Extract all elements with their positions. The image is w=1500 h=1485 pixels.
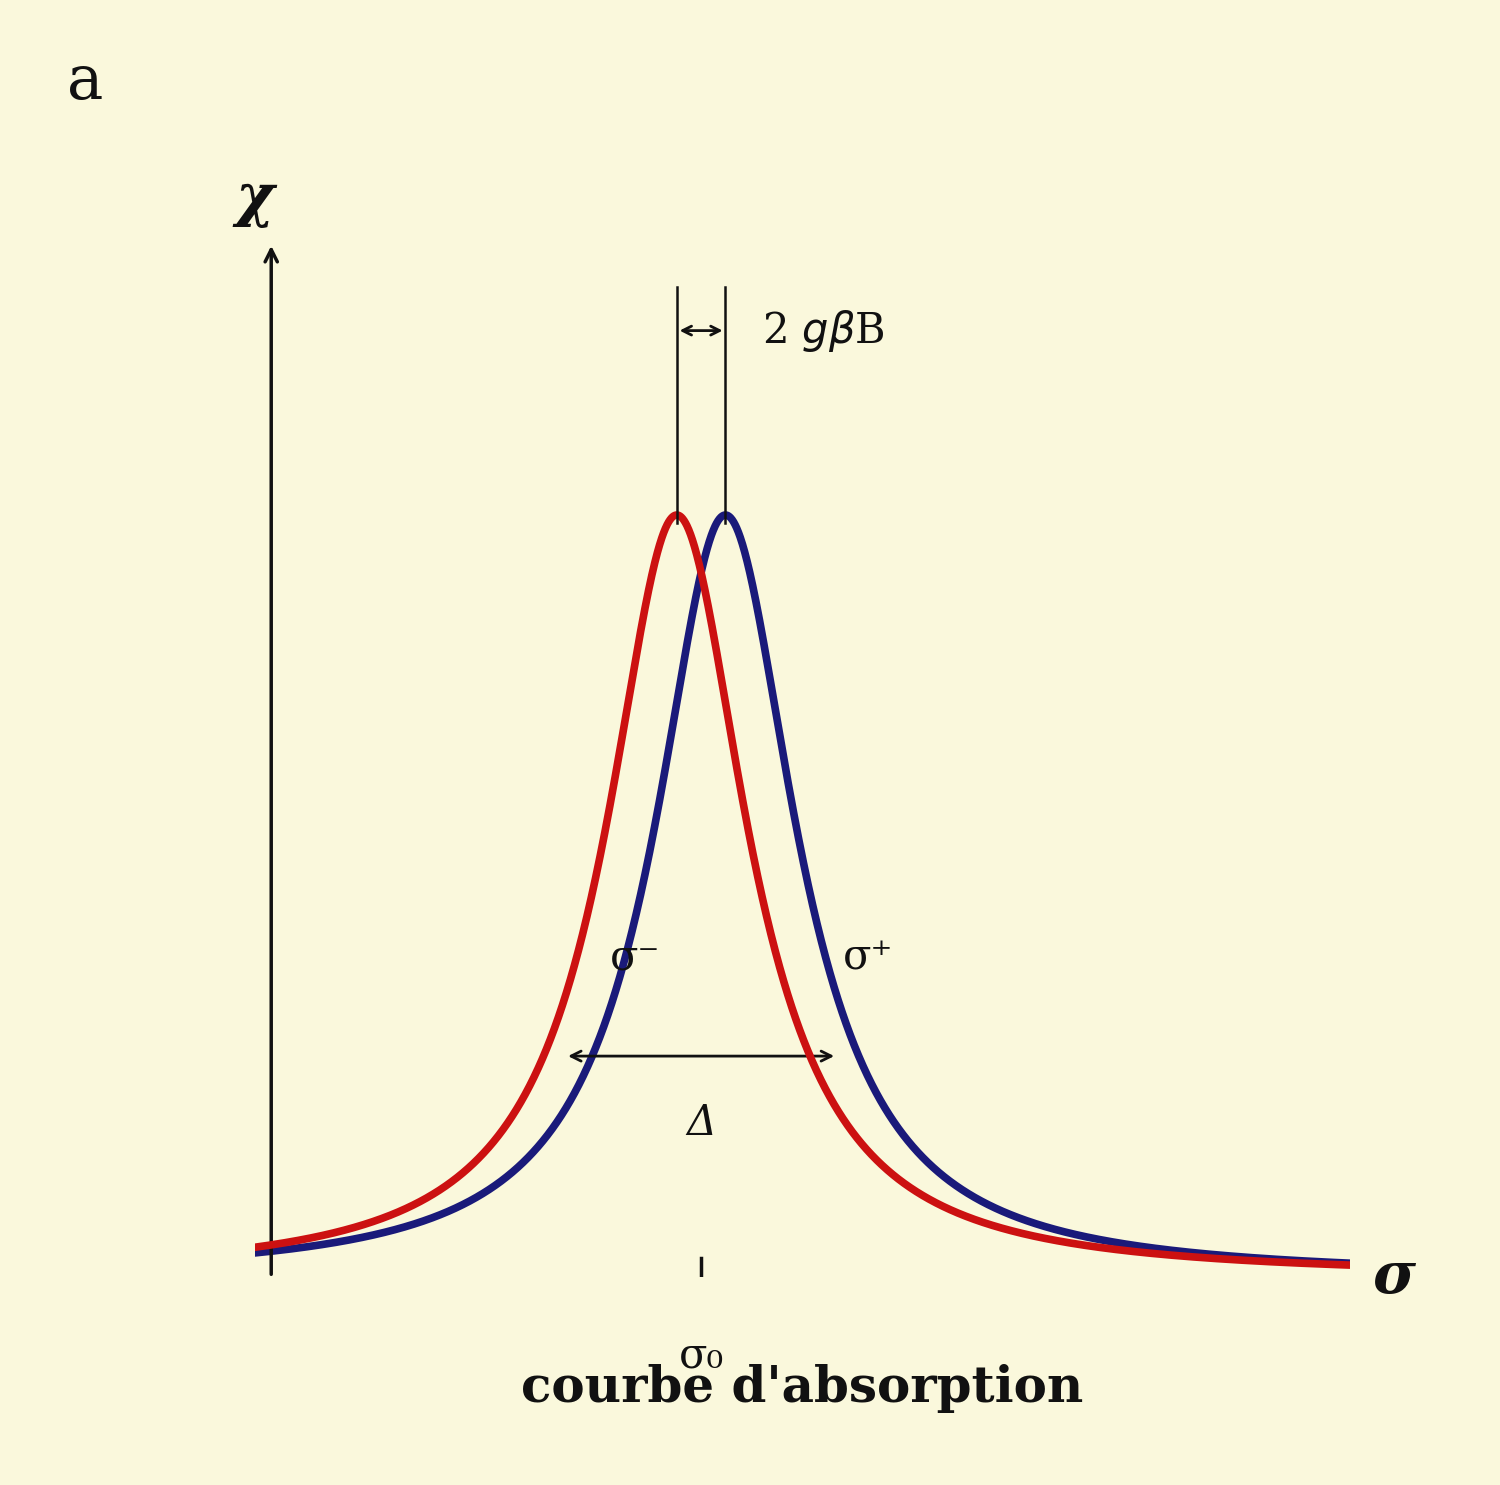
Text: courbe d'absorption: courbe d'absorption	[522, 1365, 1083, 1412]
Text: 2 $g\beta$B: 2 $g\beta$B	[762, 307, 885, 353]
Text: Δ: Δ	[686, 1102, 716, 1143]
Text: σ⁺: σ⁺	[843, 936, 894, 979]
Text: χ: χ	[236, 171, 274, 227]
Text: σ: σ	[1372, 1249, 1416, 1305]
Text: a: a	[68, 52, 104, 111]
Text: σ₀: σ₀	[678, 1334, 723, 1377]
Text: σ⁻: σ⁻	[610, 936, 660, 979]
